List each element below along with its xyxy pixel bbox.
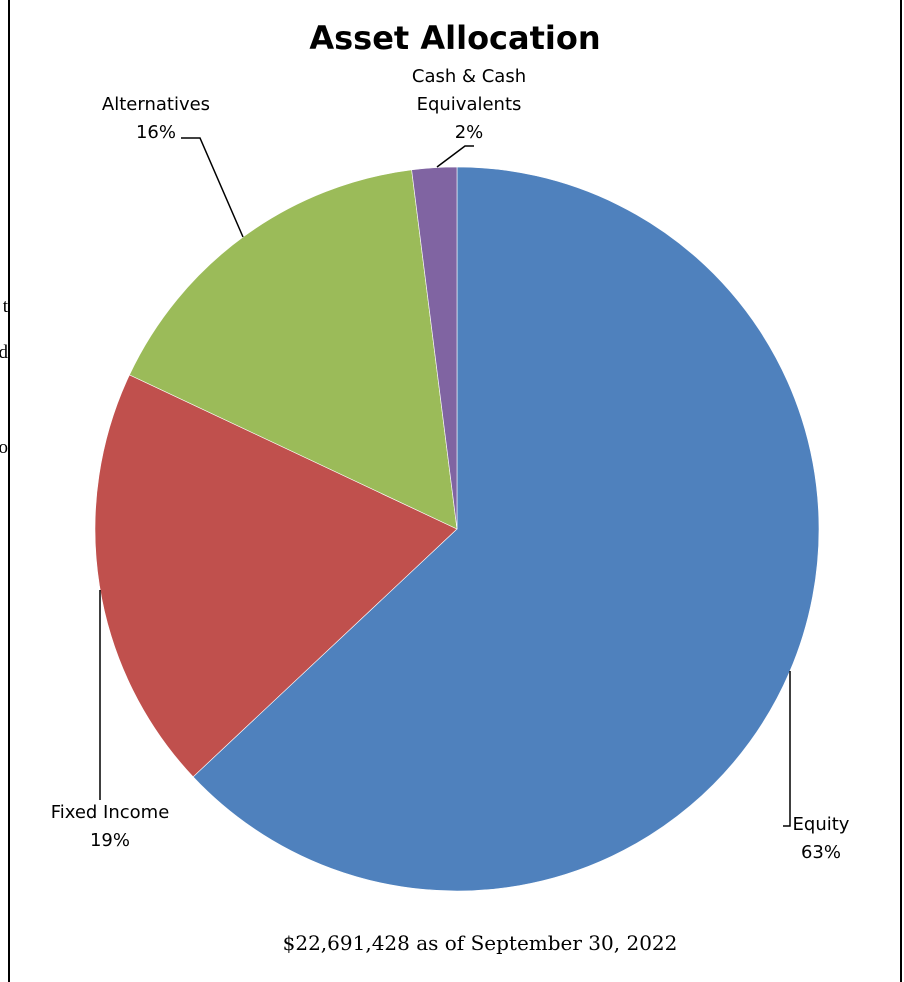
leader-line <box>436 145 474 168</box>
leader-line <box>181 137 244 238</box>
clipped-page-text-3: o <box>0 438 8 457</box>
pie-slice-cash-cash-equivalents <box>411 166 458 530</box>
slice-labels: Equity 63% Fixed Income 19% Alternatives 16% C… <box>51 66 850 863</box>
slice-label: 16% <box>136 122 176 143</box>
slice-label: Equivalents <box>417 94 522 115</box>
pie-slice-equity <box>192 166 820 892</box>
clipped-page-text-1: t <box>2 297 8 316</box>
leader-line <box>783 671 791 827</box>
slice-label: Fixed Income <box>51 802 170 823</box>
pie-slices <box>94 166 820 892</box>
slice-label: Alternatives <box>102 94 210 115</box>
chart-caption: $22,691,428 as of September 30, 2022 <box>283 931 678 955</box>
chart-title: Asset Allocation <box>309 19 600 57</box>
leader-lines <box>99 137 791 827</box>
clipped-page-text-2: d <box>0 343 8 362</box>
pie-slice-fixed-income <box>94 374 458 778</box>
slice-label: 19% <box>90 830 130 851</box>
slice-label: Cash & Cash <box>412 66 526 87</box>
slice-label: Equity <box>793 814 850 835</box>
slice-label: 2% <box>455 122 484 143</box>
chart-frame <box>8 0 902 982</box>
slice-label: 63% <box>801 842 841 863</box>
pie-slice-alternatives <box>129 169 458 530</box>
